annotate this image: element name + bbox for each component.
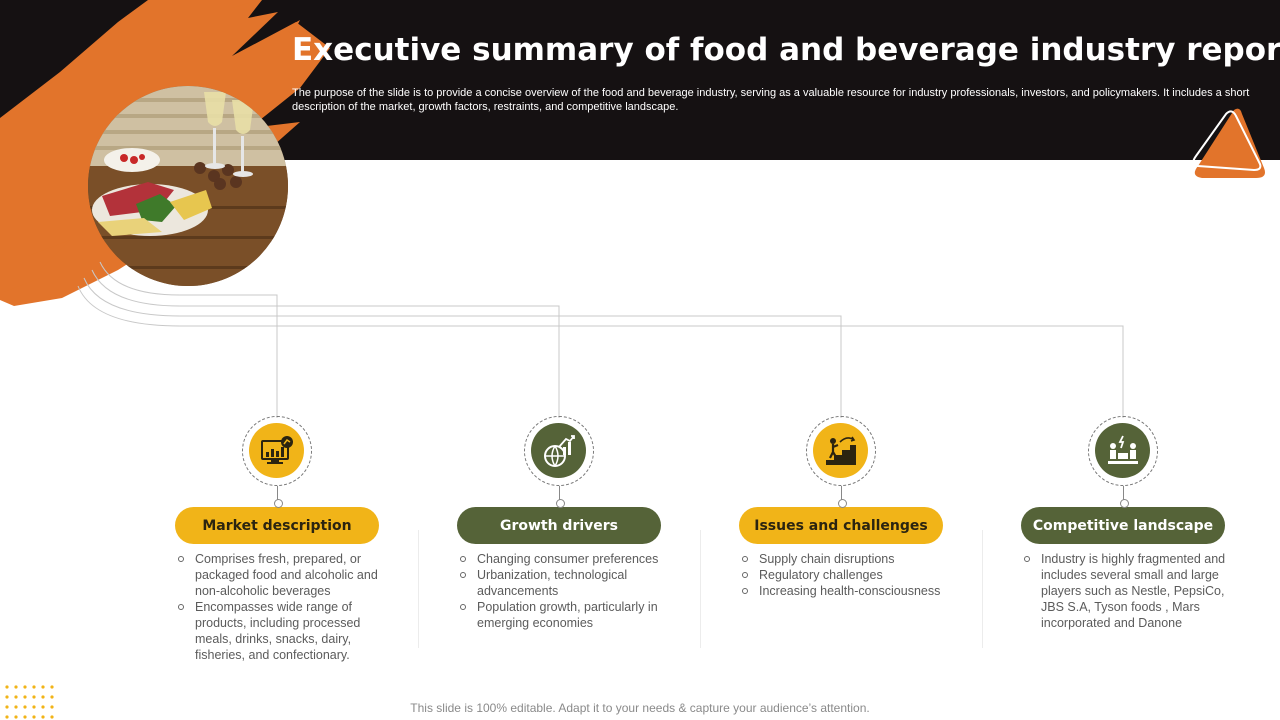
stem-connector	[1119, 486, 1129, 508]
icon-ring	[806, 416, 876, 486]
list-item: Encompasses wide range of products, incl…	[178, 599, 380, 663]
icon-disc	[813, 423, 868, 478]
bullet-list: Comprises fresh, prepared, or packaged f…	[174, 551, 380, 663]
stem-connector	[837, 486, 847, 508]
bullet-list: Industry is highly fragmented and includ…	[1020, 551, 1226, 631]
stem-connector	[273, 486, 283, 508]
heading-growth-drivers: Growth drivers	[457, 507, 661, 544]
heading-issues-and-challenges: Issues and challenges	[739, 507, 943, 544]
bullet-list: Changing consumer preferences Urbanizati…	[456, 551, 662, 631]
icon-disc	[1095, 423, 1150, 478]
icon-ring	[1088, 416, 1158, 486]
list-item: Comprises fresh, prepared, or packaged f…	[178, 551, 380, 599]
icon-ring	[242, 416, 312, 486]
growth-chart-screen-icon	[260, 435, 293, 464]
triangle-decoration	[1192, 108, 1265, 178]
icon-ring	[524, 416, 594, 486]
footer-note: This slide is 100% editable. Adapt it to…	[410, 701, 870, 715]
list-item: Industry is highly fragmented and includ…	[1024, 552, 1226, 630]
competitors-icon	[1107, 435, 1138, 464]
column-divider	[418, 530, 419, 648]
list-item: Changing consumer preferences	[460, 551, 662, 567]
climbing-stairs-icon	[825, 436, 856, 465]
list-item: Increasing health-consciousness	[742, 583, 944, 599]
column-growth-drivers: Growth drivers Changing consumer prefere…	[456, 416, 662, 631]
column-market-description: Market description Comprises fresh, prep…	[174, 416, 380, 663]
page-title: Executive summary of food and beverage i…	[292, 32, 1280, 68]
stem-connector	[555, 486, 565, 508]
column-issues-and-challenges: Issues and challenges Supply chain disru…	[738, 416, 944, 599]
heading-market-description: Market description	[175, 507, 379, 544]
list-item: Population growth, particularly in emerg…	[460, 599, 662, 631]
bullet-list: Supply chain disruptions Regulatory chal…	[738, 551, 944, 599]
food-photo	[88, 86, 288, 286]
column-competitive-landscape: Competitive landscape Industry is highly…	[1020, 416, 1226, 631]
heading-competitive-landscape: Competitive landscape	[1021, 507, 1225, 544]
icon-disc	[531, 423, 586, 478]
icon-disc	[249, 423, 304, 478]
column-divider	[700, 530, 701, 648]
dot-grid-decoration	[5, 685, 54, 719]
page-subtitle: The purpose of the slide is to provide a…	[292, 87, 1250, 113]
column-divider	[982, 530, 983, 648]
list-item: Supply chain disruptions	[742, 551, 944, 567]
globe-growth-icon	[543, 434, 575, 467]
list-item: Urbanization, technological advancements	[460, 567, 662, 599]
list-item: Regulatory challenges	[742, 567, 944, 583]
